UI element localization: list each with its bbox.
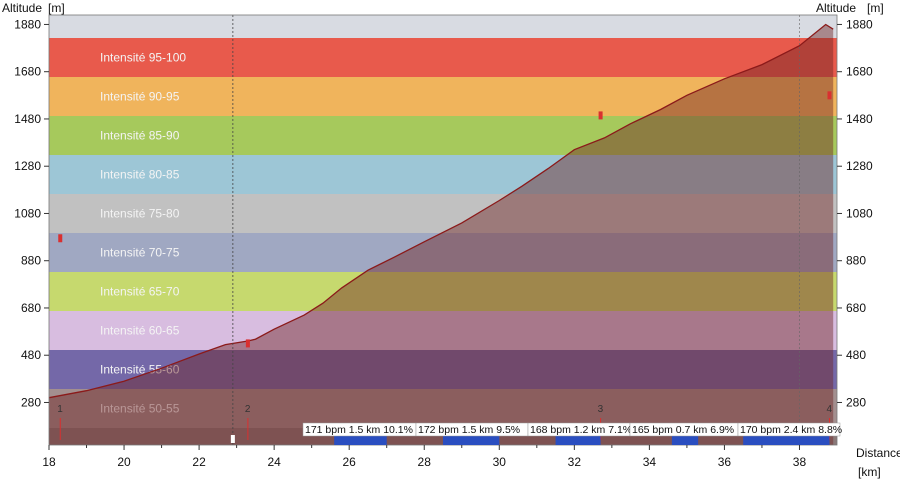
profile-area	[49, 24, 834, 445]
y-tick-label-left: 680	[21, 301, 41, 315]
intensity-band	[49, 194, 837, 234]
waypoint-marker	[827, 91, 832, 100]
intensity-band-label: Intensité 95-100	[100, 51, 186, 65]
x-tick-label: 30	[493, 455, 507, 469]
climb-segment-bar	[743, 435, 830, 445]
intensity-band-label: Intensité 70-75	[100, 246, 180, 260]
y-tick-label-left: 1480	[14, 112, 41, 126]
waypoint-label: 4	[826, 404, 832, 415]
intensity-band-label: Intensité 75-80	[100, 207, 180, 221]
x-tick-label: 22	[192, 455, 206, 469]
x-tick-label: 24	[267, 455, 281, 469]
intensity-band	[49, 38, 837, 78]
x-tick-label: 18	[42, 455, 56, 469]
x-tick-label: 20	[117, 455, 131, 469]
waypoint-marker	[598, 111, 603, 120]
intensity-band-label: Intensité 90-95	[100, 90, 180, 104]
climb-segment-bar	[555, 435, 601, 445]
profile-line	[48, 23, 834, 399]
y-axis-unit-right: [m]	[867, 1, 884, 15]
intensity-band-label: Intensité 50-55	[100, 402, 180, 416]
x-tick-label: 36	[718, 455, 732, 469]
y-tick-label-left: 1080	[14, 206, 41, 220]
x-tick-label: 32	[568, 455, 582, 469]
y-tick-label-left: 1280	[14, 159, 41, 173]
y-tick-label-left: 880	[21, 254, 41, 268]
waypoint-label: 3	[598, 404, 604, 415]
intensity-band-label: Intensité 55-60	[100, 363, 180, 377]
intensity-band-label: Intensité 65-70	[100, 285, 180, 299]
climb-segment-bar	[671, 435, 699, 445]
y-tick-label-left: 1680	[14, 65, 41, 79]
intensity-band-label: Intensité 60-65	[100, 324, 180, 338]
y-axis-title-left: Altitude	[2, 1, 42, 15]
cursor-handle[interactable]	[230, 435, 235, 443]
climb-segment-bar	[334, 435, 387, 445]
y-tick-label-left: 280	[21, 395, 41, 409]
climb-segment-label: 168 bpm 1.2 km 7.1%	[530, 424, 632, 436]
y-tick-label-right: 880	[846, 254, 866, 268]
y-tick-label-right: 1280	[846, 159, 873, 173]
intensity-band	[49, 77, 837, 117]
waypoint-label: 1	[57, 404, 63, 415]
waypoint-marker	[58, 234, 63, 243]
y-tick-label-right: 280	[846, 395, 866, 409]
intensity-band	[49, 389, 837, 429]
climb-segment-label: 172 bpm 1.5 km 9.5%	[418, 424, 520, 436]
x-tick-label: 28	[418, 455, 432, 469]
y-tick-label-right: 1680	[846, 65, 873, 79]
intensity-band-label: Intensité 80-85	[100, 168, 180, 182]
climb-segments: 171 bpm 1.5 km 10.1% 172 bpm 1.5 km 9.5% 1…	[302, 422, 842, 445]
y-tick-label-right: 1080	[846, 206, 873, 220]
x-tick-label: 26	[343, 455, 357, 469]
y-tick-label-right: 480	[846, 348, 866, 362]
waypoint-label: 2	[245, 404, 251, 415]
x-tick-label: 34	[643, 455, 657, 469]
y-tick-label-left: 480	[21, 348, 41, 362]
y-tick-label-right: 680	[846, 301, 866, 315]
y-tick-label-left: 1880	[14, 17, 41, 31]
x-axis-title: Distance	[856, 446, 900, 460]
climb-segment-label: 165 bpm 0.7 km 6.9%	[632, 424, 734, 436]
elevation-profile	[48, 23, 834, 445]
intensity-band	[49, 155, 837, 195]
intensity-band	[49, 233, 837, 273]
intensity-band-label: Intensité 85-90	[100, 129, 180, 143]
chart-overlays: 1 2 3 4	[57, 15, 832, 445]
climb-segment-label: 170 bpm 2.4 km 8.8%	[740, 424, 842, 436]
x-axis-unit: [km]	[858, 465, 881, 479]
y-axis-unit-left: [m]	[48, 1, 65, 15]
intensity-band	[49, 272, 837, 312]
waypoint-marker	[245, 339, 250, 348]
intensity-band	[49, 350, 837, 390]
climb-segment-box	[737, 422, 841, 437]
intensity-band	[49, 311, 837, 351]
y-tick-label-right: 1880	[846, 17, 873, 31]
chart-axes: 280 280 480 480 680 680 880 880 1080 1080 1280 1280…	[14, 14, 873, 469]
y-tick-label-right: 1480	[846, 112, 873, 126]
intensity-band	[49, 116, 837, 156]
y-axis-title-right: Altitude	[816, 1, 856, 15]
climb-segment-label: 171 bpm 1.5 km 10.1%	[305, 424, 413, 436]
climb-segment-bar	[443, 435, 500, 445]
x-tick-label: 38	[793, 455, 807, 469]
